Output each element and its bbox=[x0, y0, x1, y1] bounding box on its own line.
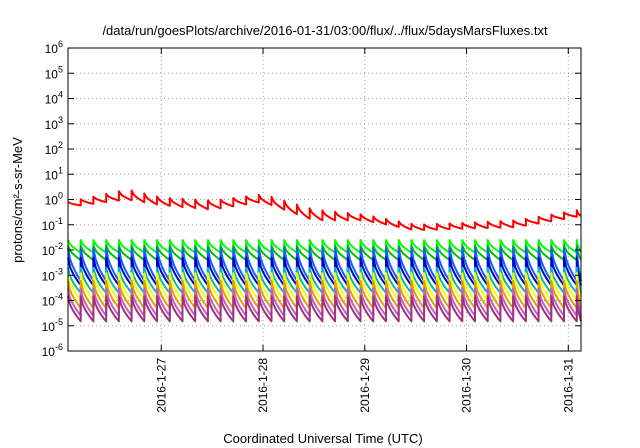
series-group bbox=[67, 189, 582, 323]
y-tick-label: 100 bbox=[45, 191, 63, 208]
x-tick-label: 2016-1-28 bbox=[256, 358, 270, 413]
x-tick-label: 2016-1-30 bbox=[460, 358, 474, 413]
y-tick-label: 10-3 bbox=[42, 266, 63, 283]
y-tick-label: 103 bbox=[45, 115, 63, 132]
y-tick-label: 104 bbox=[45, 90, 63, 107]
y-tick-label: 10-1 bbox=[42, 216, 63, 233]
y-tick-label: 10-6 bbox=[42, 342, 63, 359]
series-line-1 bbox=[67, 189, 582, 232]
x-tick-label: 2016-1-31 bbox=[561, 358, 575, 413]
x-axis-label: Coordinated Universal Time (UTC) bbox=[223, 431, 422, 446]
x-tick-label: 2016-1-29 bbox=[358, 358, 372, 413]
y-tick-label: 10-4 bbox=[42, 292, 63, 309]
x-tick-label: 2016-1-27 bbox=[154, 358, 168, 413]
y-axis: 10-6 10-5 10-4 10-3 10-2 10-1 100 101 102 103 104 1… bbox=[42, 39, 581, 359]
x-axis: 2016-1-27 2016-1-28 2016-1-29 2016-1-30 2016… bbox=[154, 48, 575, 413]
y-tick-label: 10-2 bbox=[42, 241, 63, 258]
chart-title: /data/run/goesPlots/archive/2016-01-31/0… bbox=[102, 23, 548, 38]
y-tick-label: 105 bbox=[45, 64, 63, 81]
y-tick-label: 10-5 bbox=[42, 317, 63, 334]
series-line-10 bbox=[67, 295, 582, 323]
y-tick-label: 102 bbox=[45, 140, 63, 157]
y-axis-label: protons/cm²-s-sr-MeV bbox=[10, 137, 25, 263]
y-tick-label: 101 bbox=[45, 165, 63, 182]
y-tick-label: 106 bbox=[45, 39, 63, 56]
